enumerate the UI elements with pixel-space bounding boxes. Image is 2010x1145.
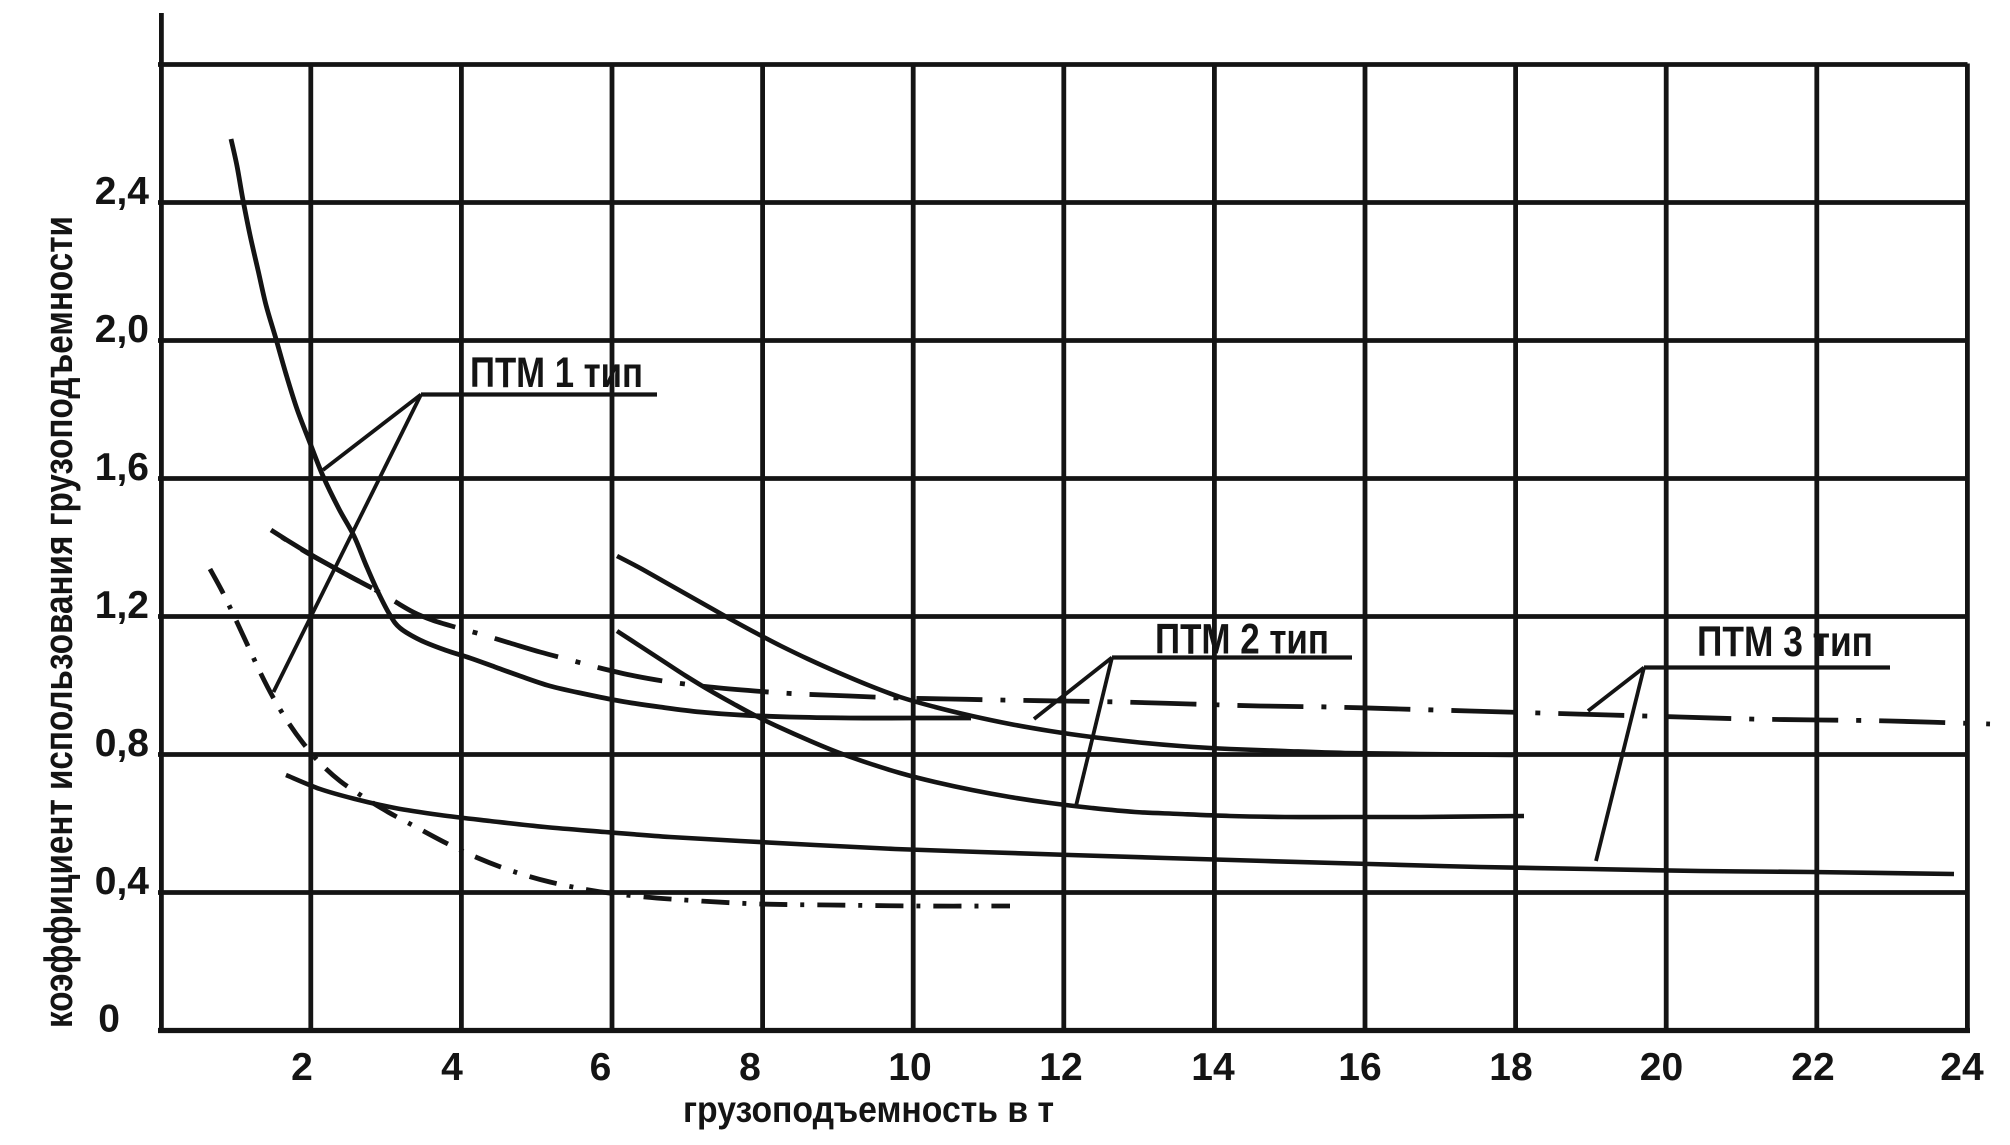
svg-text:22: 22	[1791, 1046, 1834, 1089]
svg-text:1,2: 1,2	[95, 584, 149, 627]
svg-text:0,4: 0,4	[95, 860, 150, 903]
svg-text:8: 8	[739, 1046, 761, 1089]
svg-text:2,4: 2,4	[95, 170, 150, 213]
svg-text:6: 6	[590, 1046, 612, 1089]
svg-text:ПТМ 1 тип: ПТМ 1 тип	[470, 350, 643, 397]
svg-text:18: 18	[1489, 1046, 1532, 1089]
svg-text:ПТМ 2 тип: ПТМ 2 тип	[1155, 617, 1329, 664]
svg-text:2,0: 2,0	[95, 308, 149, 351]
svg-text:12: 12	[1039, 1046, 1082, 1089]
svg-text:коэффициент использования груз: коэффициент использования грузоподъемнос…	[37, 216, 81, 1028]
svg-text:1,6: 1,6	[95, 446, 149, 489]
svg-text:14: 14	[1191, 1046, 1235, 1089]
svg-text:0,8: 0,8	[95, 722, 149, 765]
svg-text:2: 2	[291, 1046, 313, 1089]
svg-text:грузоподъемность в т: грузоподъемность в т	[683, 1089, 1054, 1130]
svg-text:24: 24	[1940, 1046, 1984, 1089]
svg-text:10: 10	[888, 1046, 931, 1089]
svg-text:16: 16	[1338, 1046, 1381, 1089]
svg-text:0: 0	[98, 998, 120, 1041]
svg-text:ПТМ 3 тип: ПТМ 3 тип	[1697, 619, 1873, 666]
svg-text:4: 4	[441, 1046, 463, 1089]
svg-text:20: 20	[1640, 1046, 1683, 1089]
